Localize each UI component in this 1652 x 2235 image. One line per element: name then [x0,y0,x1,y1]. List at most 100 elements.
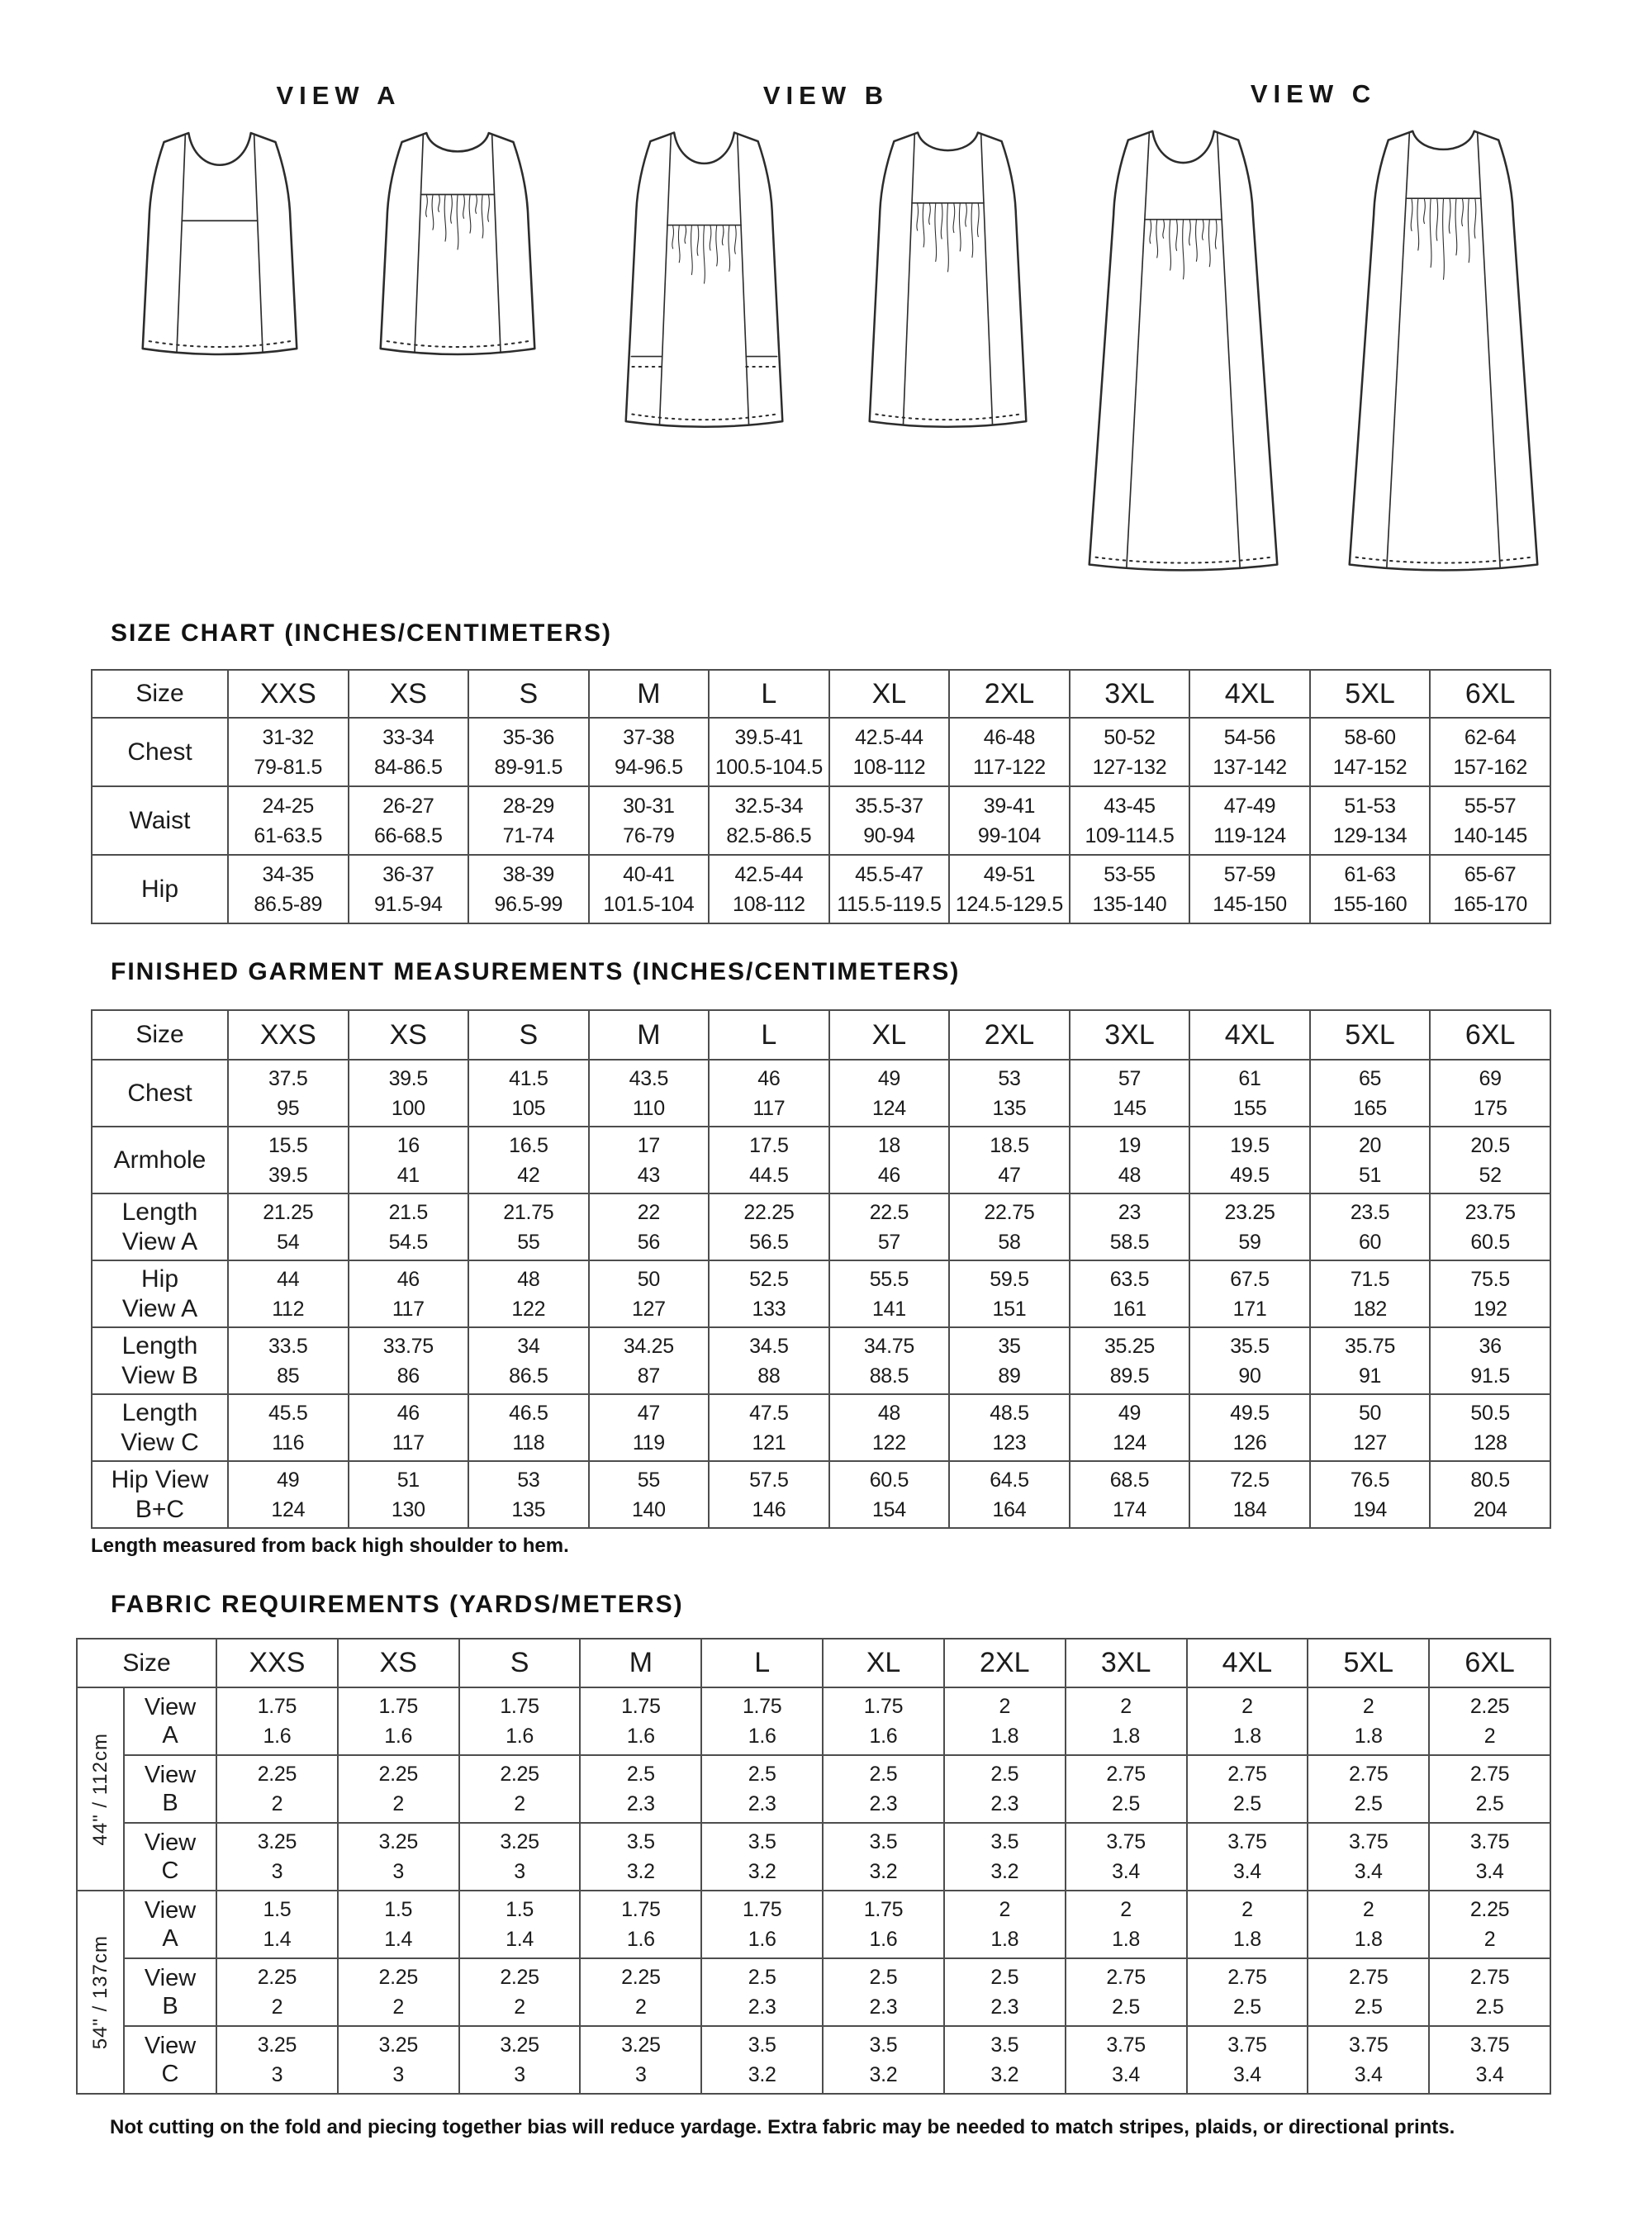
yardage-cell: 2 1.8 [1064,1687,1188,1756]
measurement-cell: 35.25 89.5 [1068,1326,1191,1395]
measurement-cell: 49.5 126 [1189,1393,1311,1462]
yardage-cell: 1.75 1.6 [822,1687,945,1756]
yardage-cell: 1.75 1.6 [700,1890,824,1959]
table-row: View C 3.25 3 3.25 3 3.25 3 3.5 3.2 3.5 3.2 3.5 3.2 3.… [77,1822,1551,1891]
measurement-cell: 24-25 61-63.5 [227,785,349,856]
size-column-header: 6XL [1429,1009,1551,1061]
measurement-cell: 34 86.5 [468,1326,590,1395]
yardage-cell: 2.5 2.3 [942,1957,1066,2027]
yardage-cell: 1.75 1.6 [216,1687,339,1756]
view-row-label: View C [122,2025,218,2095]
fabric-width-label: 54" / 137cm [76,1890,125,2095]
yardage-cell: 2.5 2.3 [579,1754,703,1824]
measurement-cell: 47 119 [587,1393,710,1462]
yardage-cell: 2.5 2.3 [700,1957,824,2027]
measurement-cell: 52.5 133 [708,1260,830,1328]
measurement-cell: 60.5 154 [828,1460,951,1529]
size-column-header: XL [822,1638,945,1688]
yardage-cell: 2.75 2.5 [1064,1754,1188,1824]
yardage-cell: 3.75 3.4 [1428,2025,1551,2095]
measurement-cell: 64.5 164 [948,1460,1070,1529]
yardage-cell: 2 1.8 [1185,1890,1309,1959]
yardage-cell: 2 1.8 [942,1890,1066,1959]
size-column-header: L [708,669,830,719]
table-row: Length View C 45.5 116 46 117 46.5 118 47 119 47.5… [91,1393,1551,1462]
row-label: Hip View A [91,1260,229,1328]
yardage-cell: 1.75 1.6 [822,1890,945,1959]
measurement-cell: 17 43 [587,1126,710,1194]
table-row: 54" / 137cm View A 1.5 1.4 1.5 1.4 1.5 1.4 1.75 1.… [76,1890,1551,2095]
yardage-cell: 1.5 1.4 [458,1890,582,1959]
size-column-header: 4XL [1189,669,1311,719]
size-column-header: 4XL [1185,1638,1309,1688]
measurement-cell: 26-27 66-68.5 [347,785,470,856]
measurement-cell: 16.5 42 [468,1126,590,1194]
measurement-cell: 41.5 105 [468,1059,590,1127]
measurement-cell: 16 41 [347,1126,470,1194]
yardage-cell: 3.5 3.2 [822,1822,945,1891]
size-column-header: M [587,669,710,719]
size-column-header: 3XL [1068,669,1191,719]
view-c-block: VIEW C [1072,79,1555,587]
yardage-cell: 2.5 2.3 [822,1754,945,1824]
row-label: Length View C [91,1393,229,1462]
yardage-cell: 2.25 2 [1428,1890,1551,1959]
yardage-cell: 3.75 3.4 [1307,2025,1431,2095]
measurement-cell: 35 89 [948,1326,1070,1395]
measurement-cell: 43-45 109-114.5 [1068,785,1191,856]
size-column-header: L [708,1009,830,1061]
yardage-cell: 1.5 1.4 [336,1890,460,1959]
table-row: View B 2.25 2 2.25 2 2.25 2 2.5 2.3 2.5 2.3 2.5 2.3 2.… [77,1754,1551,1824]
yardage-cell: 3.5 3.2 [942,2025,1066,2095]
measurement-cell: 35.5-37 90-94 [828,785,951,856]
fabric-requirements-table: Size XXS XS S M L XL 2XL 3XL 4XL 5XL 6XL 44" / 112cm… [75,1638,1551,2095]
measurement-cell: 53-55 135-140 [1068,854,1191,924]
size-column-header: 5XL [1307,1638,1431,1688]
yardage-cell: 3.5 3.2 [579,1822,703,1891]
measurement-cell: 18 46 [828,1126,951,1194]
measurement-cell: 23.25 59 [1189,1193,1311,1261]
size-chart-title: SIZE CHART (INCHES/CENTIMETERS) [111,619,613,647]
row-label: Hip View B+C [91,1460,229,1529]
yardage-cell: 2.25 2 [216,1754,339,1824]
measurement-cell: 19.5 49.5 [1189,1126,1311,1194]
yardage-cell: 2.5 2.3 [942,1754,1066,1824]
measurement-cell: 36 91.5 [1429,1326,1551,1395]
view-a-label: VIEW A [276,81,401,110]
measurement-cell: 63.5 161 [1068,1260,1191,1328]
yardage-cell: 3.75 3.4 [1185,1822,1309,1891]
measurement-cell: 76.5 194 [1308,1460,1431,1529]
measurement-cell: 32.5-34 82.5-86.5 [708,785,830,856]
size-column-header: 6XL [1428,1638,1551,1688]
measurement-cell: 21.75 55 [468,1193,590,1261]
measurement-cell: 39.5-41 100.5-104.5 [708,717,830,787]
size-column-header: 5XL [1308,1009,1431,1061]
measurement-cell: 61 155 [1189,1059,1311,1127]
measurement-cell: 36-37 91.5-94 [347,854,470,924]
garment-illustration-view-c-back [1348,130,1539,572]
measurement-cell: 28-29 71-74 [468,785,590,856]
fabric-width-label: 44" / 112cm [76,1687,125,1891]
measurement-cell: 17.5 44.5 [708,1126,830,1194]
yardage-cell: 2.75 2.5 [1185,1754,1309,1824]
measurement-cell: 57 145 [1068,1059,1191,1127]
garment-illustration-view-a-front [141,131,298,356]
yardage-cell: 3.25 3 [458,1822,582,1891]
measurement-cell: 53 135 [948,1059,1070,1127]
table-row: Hip 34-35 86.5-89 36-37 91.5-94 38-39 96.5-99 4… [91,854,1551,924]
measurement-cell: 51-53 129-134 [1308,785,1431,856]
length-note: Length measured from back high shoulder … [91,1535,569,1557]
view-row-label: View B [122,1957,218,2027]
yardage-cell: 2.5 2.3 [700,1754,824,1824]
measurement-cell: 18.5 47 [948,1126,1070,1194]
yardage-cell: 3.75 3.4 [1064,2025,1188,2095]
yardage-cell: 2 1.8 [1307,1890,1431,1959]
garment-illustration-view-b-front [624,131,784,429]
yardage-cell: 1.5 1.4 [216,1890,339,1959]
measurement-cell: 50 127 [587,1260,710,1328]
size-column-header: 2XL [948,669,1070,719]
header-row: Size XXS XS S M L XL 2XL 3XL 4XL 5XL 6XL [75,1638,1551,1688]
yardage-cell: 2.75 2.5 [1428,1754,1551,1824]
row-label: Chest [91,1059,229,1127]
fabric-requirements-title: FABRIC REQUIREMENTS (YARDS/METERS) [111,1591,684,1618]
